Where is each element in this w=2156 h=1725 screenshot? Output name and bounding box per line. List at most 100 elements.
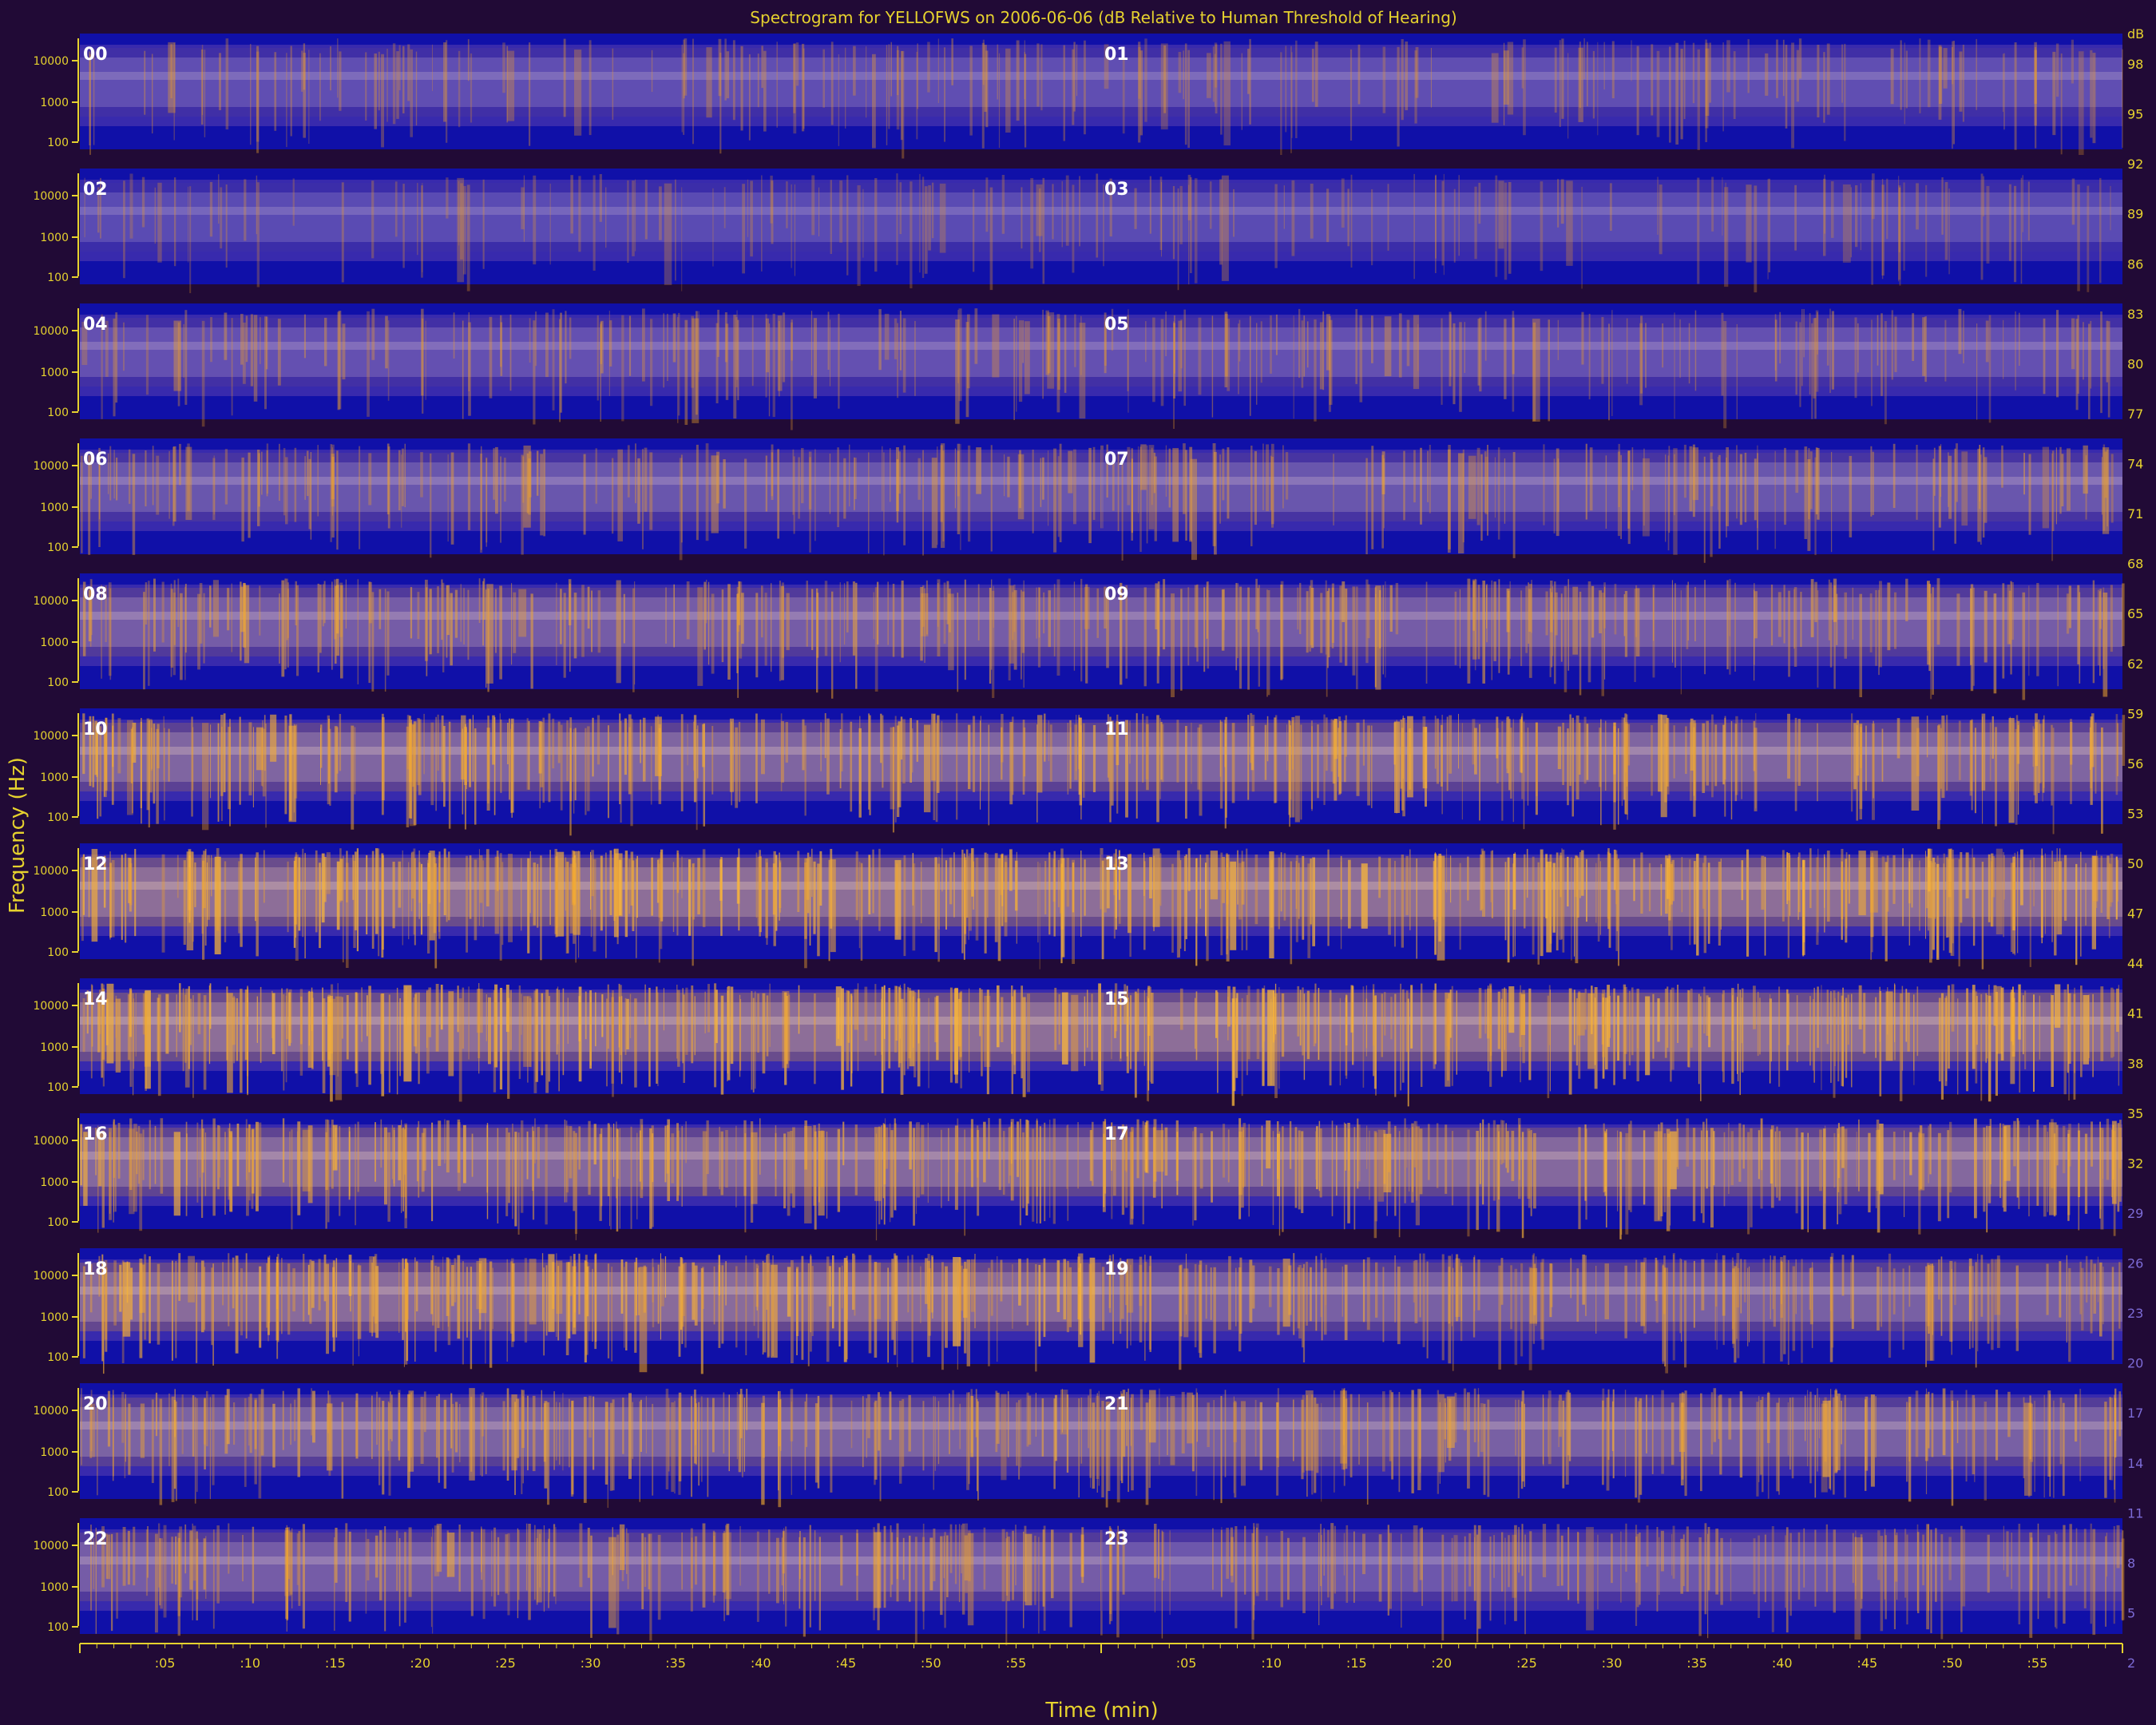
spectrum-event [1270, 455, 1272, 511]
spectrum-event [1917, 1532, 1920, 1613]
spectrum-event [1986, 995, 1988, 1059]
spectrum-event [272, 1403, 275, 1468]
spectrum-event [813, 861, 816, 934]
spectrum-event [1012, 1264, 1013, 1329]
spectrum-event [324, 317, 327, 367]
spectrum-event [640, 1399, 642, 1452]
spectrum-event [281, 1258, 283, 1334]
spectrum-event [2068, 1267, 2071, 1362]
spectrum-event [1252, 1265, 1255, 1309]
spectrum-event [302, 1129, 311, 1192]
spectrum-event [1152, 1127, 1156, 1198]
spectrum-event [1669, 46, 1671, 143]
spectrum-event [1525, 585, 1528, 653]
spectrum-event [1134, 991, 1137, 1098]
time-tick-label: :05 [1176, 1656, 1197, 1671]
spectrum-event [2087, 185, 2090, 292]
spectrum-event [1605, 455, 1607, 529]
spectrum-event [460, 183, 463, 260]
spectrum-event [778, 1399, 782, 1508]
spectrum-event [436, 1396, 438, 1458]
spectrum-event [2119, 1120, 2122, 1202]
spectrum-event [455, 1402, 458, 1453]
spectrum-event [680, 1257, 683, 1330]
spectrum-event [1504, 182, 1508, 280]
spectrum-event [467, 39, 470, 81]
spectrum-event [1706, 995, 1709, 1036]
spectrum-event [1125, 1128, 1128, 1208]
spectrum-event [1881, 184, 1885, 276]
spectrum-event [810, 311, 813, 376]
spectrum-event [781, 582, 784, 658]
spectrum-event [1834, 1390, 1837, 1473]
spectrum-event [1358, 1394, 1360, 1465]
spectrum-mid-band [1101, 732, 2122, 782]
spectrum-event [997, 44, 999, 100]
spectrum-event [843, 583, 846, 645]
spectrum-event [997, 858, 1001, 962]
spectrum-event [1744, 452, 1747, 522]
spectrum-event [921, 593, 929, 636]
spectrum-event [1696, 854, 1699, 956]
spectrum-event [1797, 1532, 1801, 1600]
spectrum-event [1302, 1394, 1305, 1473]
spectrum-event [420, 863, 423, 935]
spectrum-event [294, 1399, 296, 1441]
spectrum-event [154, 1125, 157, 1184]
spectrum-event [742, 184, 745, 274]
spectrum-event [1510, 728, 1512, 799]
spectrum-event [651, 1125, 654, 1227]
spectrum-event [677, 989, 680, 1067]
spectrum-event [1327, 849, 1330, 946]
spectrum-event [1667, 1133, 1671, 1197]
spectrum-event [791, 184, 792, 268]
spectrum-event [1080, 1263, 1082, 1335]
spectrum-event [1489, 1537, 1492, 1621]
spectrum-event [990, 445, 993, 552]
spectrum-event [1321, 1259, 1323, 1341]
spectrum-event [1948, 188, 1950, 275]
spectrum-event [2106, 449, 2108, 527]
spectrum-event [1925, 184, 1928, 277]
spectrum-event [932, 1257, 933, 1319]
spectrum-event [514, 1132, 517, 1227]
spectrum-event [2112, 1124, 2114, 1180]
spectrum-event [874, 1262, 878, 1358]
spectrum-event [882, 715, 884, 788]
spectrum-event [1896, 718, 1900, 759]
spectrum-event [1398, 313, 1402, 378]
spectrum-event [1448, 1255, 1452, 1364]
spectrum-event [1327, 1529, 1330, 1598]
spectrum-event [1334, 719, 1338, 801]
spectrum-event [652, 1267, 655, 1327]
spectrum-event [1163, 579, 1166, 650]
spectrum-event [148, 720, 150, 828]
spectrum-event [480, 454, 483, 553]
spectrum-event [1847, 994, 1849, 1045]
spectrum-event [658, 863, 660, 963]
spectrum-event [1266, 1536, 1268, 1601]
spectrum-event [671, 1402, 675, 1493]
spectrum-event [1435, 174, 1437, 259]
spectrum-event [161, 854, 165, 953]
spectrum-event [1575, 855, 1579, 964]
spectrum-event [438, 851, 441, 902]
spectrum-event [1178, 52, 1182, 93]
spectrum-event [511, 1263, 515, 1342]
spectrum-event [1952, 41, 1955, 145]
spectrum-event [1640, 852, 1643, 914]
spectrum-event [443, 726, 446, 807]
spectrum-event [2010, 862, 2013, 952]
colorbar-tick-label: 41 [2127, 1006, 2143, 1021]
spectrum-event [1446, 716, 1449, 791]
spectrum-event [1970, 720, 1973, 791]
spectrum-event [791, 322, 793, 430]
spectrum-event [1478, 988, 1482, 1039]
spectrum-event [626, 1528, 628, 1574]
spectrum-event [539, 1533, 541, 1588]
spectrum-event [1049, 1119, 1051, 1218]
spectrum-event [545, 1265, 548, 1336]
spectrum-event [1254, 1399, 1257, 1457]
spectrum-event [341, 1402, 344, 1499]
spectrum-event [303, 43, 306, 90]
